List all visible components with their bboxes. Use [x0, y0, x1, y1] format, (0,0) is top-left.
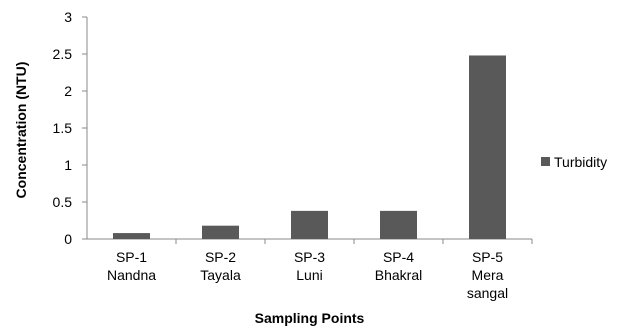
x-category-label-line: Nandna: [107, 267, 156, 283]
x-category-label: SP-3 Luni: [294, 249, 325, 283]
x-category-label-line: sangal: [467, 285, 508, 301]
y-tick-label: 1.5: [53, 120, 73, 136]
x-category-label-line: SP-3: [294, 249, 325, 265]
x-category-label-line: Luni: [296, 267, 322, 283]
y-tick-label: 0.5: [53, 194, 73, 210]
bar-sp-3: [291, 210, 328, 239]
x-axis-title: Sampling Points: [255, 310, 365, 326]
y-tick-label: 3: [64, 9, 72, 25]
y-axis-title: Concentration (NTU): [13, 62, 29, 199]
x-category-label: SP-5 Mera sangal: [467, 249, 508, 301]
bar-sp-1: [113, 233, 150, 239]
bar-sp-2: [202, 225, 239, 239]
x-category-label-line: SP-1: [116, 249, 147, 265]
bar-sp-4: [380, 210, 417, 239]
x-category-label-line: Mera: [472, 267, 504, 283]
y-tick-label: 2: [64, 83, 72, 99]
x-category-label-line: SP-5: [472, 249, 503, 265]
x-category-label-line: SP-4: [383, 249, 414, 265]
y-axis-ticks: 0 0.5 1 1.5 2 2.5 3: [53, 9, 87, 247]
x-category-label-line: Bhakral: [375, 267, 422, 283]
x-category-label: SP-2 Tayala: [200, 249, 241, 283]
bars-group: [113, 55, 506, 240]
x-category-label: SP-1 Nandna: [107, 249, 156, 283]
legend: Turbidity: [541, 154, 607, 170]
legend-swatch: [541, 157, 550, 166]
y-tick-label: 2.5: [53, 46, 73, 62]
x-category-label-line: Tayala: [200, 267, 241, 283]
y-tick-label: 0: [64, 231, 72, 247]
legend-label-turbidity: Turbidity: [554, 154, 607, 170]
y-tick-label: 1: [64, 157, 72, 173]
bar-sp-5: [469, 55, 506, 240]
x-category-label: SP-4 Bhakral: [375, 249, 422, 283]
x-category-label-line: SP-2: [205, 249, 236, 265]
